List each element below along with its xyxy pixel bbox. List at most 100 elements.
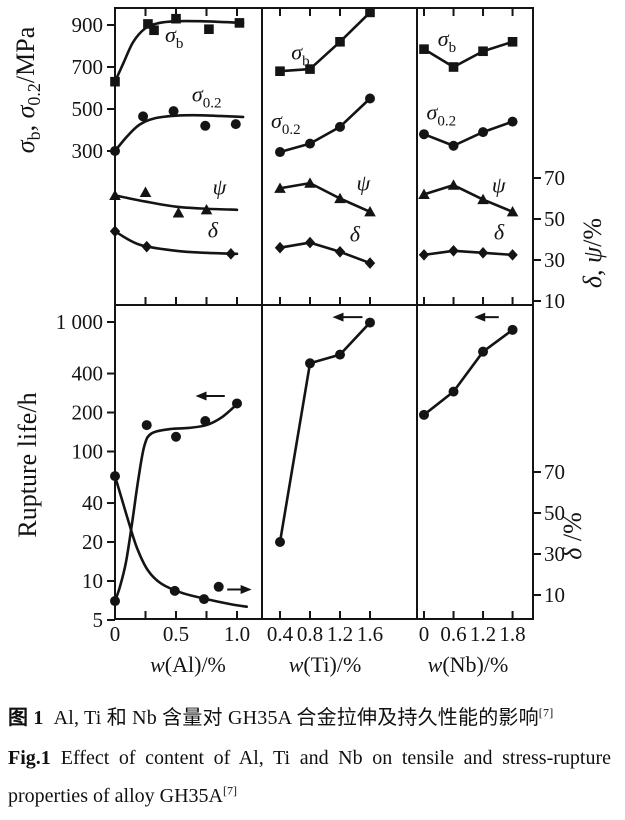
data-point-triangle (418, 188, 430, 199)
data-point-diamond (364, 257, 376, 269)
y-tick-label-elongation: 10 (544, 583, 565, 607)
series-line-ti-sigma-0-2 (278, 97, 372, 154)
series-line-nb-sigma-0-2 (422, 120, 514, 148)
series-line-al-delta (113, 230, 239, 256)
data-point-diamond (334, 246, 346, 258)
data-point-triangle (304, 177, 316, 188)
data-point-square (305, 64, 315, 74)
series-label-nb-sigma-b: σb (438, 26, 456, 56)
data-point-circle (200, 120, 211, 131)
x-tick-label-nb: 1.8 (499, 622, 525, 646)
y-tick-label-elongation: 50 (544, 501, 565, 525)
y-tick-label-rupture: 40 (82, 491, 103, 515)
data-point-square (419, 44, 429, 54)
plot-frame (114, 7, 534, 620)
axis-arrows (195, 312, 499, 594)
x-tick-label-ti: 0.8 (297, 622, 323, 646)
data-point-circle (232, 398, 242, 409)
data-point-circle (305, 358, 315, 369)
x-axis-title-nb: w(Nb)/% (428, 652, 509, 677)
data-point-circle (335, 349, 345, 360)
data-point-circle (110, 146, 120, 156)
data-point-square (204, 24, 214, 34)
data-point-circle (507, 116, 518, 127)
series-label-al-psi: ψ (213, 174, 227, 199)
data-point-square (275, 66, 285, 76)
series-nb-delta: δ (418, 220, 518, 261)
series-al-sigma-0-2: σ0.2 (110, 82, 245, 156)
series-line-al-psi (113, 194, 239, 212)
series-al-psi: ψ (109, 174, 239, 218)
series-al-sigma-b: σb (110, 13, 245, 87)
y-tick-label-elongation: 30 (544, 542, 565, 566)
y-axis-title-rupture-life: Rupture life/h (13, 392, 42, 537)
caption-line-zh: 图 1 Al, Ti 和 Nb 含量对 GH35A 合金拉伸及持久性能的影响[7] (8, 699, 611, 737)
caption-line-en: Fig.1 Effect of content of Al, Ti and Nb … (8, 739, 611, 815)
x-tick-label-ti: 0.4 (267, 622, 294, 646)
caption-zh-reference: [7] (538, 705, 554, 720)
series-ti-sigma-b: σb (275, 7, 375, 76)
series-label-ti-sigma-b: σb (291, 40, 309, 70)
x-tick-label-nb: 0 (419, 622, 430, 646)
data-point-circle (275, 147, 285, 158)
data-point-circle (335, 121, 345, 132)
data-point-circle (169, 585, 180, 596)
series-label-ti-sigma-0-2: σ0.2 (271, 108, 301, 138)
data-point-circle (365, 317, 375, 328)
series-line-ti-delta (278, 241, 372, 265)
data-point-circle (275, 537, 285, 548)
data-point-triangle (139, 186, 152, 197)
data-point-square (234, 18, 245, 28)
data-point-triangle (200, 203, 213, 215)
data-point-circle (138, 111, 149, 122)
caption-en-reference: [7] (222, 783, 237, 798)
data-point-circle (448, 386, 459, 397)
data-point-triangle (477, 193, 489, 205)
x-axis-title-al: w(Al)/% (150, 652, 226, 677)
y-tick-label-rupture: 5 (93, 608, 104, 632)
y-axis-title-elongation: δ /% (558, 512, 587, 559)
series-line-al-delta-stress-rupture (113, 474, 249, 608)
series-label-al-sigma-0-2: σ0.2 (192, 82, 222, 112)
data-point-circle (419, 409, 429, 420)
data-point-diamond (274, 241, 286, 254)
data-point-triangle (447, 179, 460, 190)
arrow-head (195, 391, 207, 401)
data-point-circle (110, 596, 120, 607)
data-point-circle (171, 431, 181, 442)
data-point-square (143, 19, 153, 29)
data-point-square (365, 7, 375, 18)
data-point-diamond (109, 225, 121, 238)
axes-frame (114, 7, 534, 620)
y-tick-label-rupture: 100 (72, 440, 104, 464)
caption-zh-text: Al, Ti 和 Nb 含量对 GH35A 合金拉伸及持久性能的影响 (53, 707, 539, 729)
x-tick-label-ti: 1.2 (327, 622, 353, 646)
data-point-circle (448, 140, 459, 151)
series-line-ti-sigma-b (278, 11, 372, 73)
series-label-al-delta: δ (208, 217, 219, 242)
series-label-ti-psi: ψ (357, 170, 371, 195)
x-axes: 0 0.5 1.0w(Al)/%0.4 0.8 1.2 1.6w(Ti)/%0 0.6 1.2… (110, 8, 526, 677)
y-tick-label-mpa: 300 (72, 139, 104, 163)
series-nb-sigma-b: σb (419, 26, 518, 72)
data-point-triangle (364, 206, 376, 217)
y-axis-title-ductility: δ, ψ/% (578, 218, 607, 288)
data-point-diamond (418, 249, 430, 261)
series-ti-delta: δ (274, 222, 376, 269)
series-label-nb-sigma-0-2: σ0.2 (426, 100, 456, 130)
series-ti-rupture-life (275, 317, 375, 548)
figure-caption: 图 1 Al, Ti 和 Nb 含量对 GH35A 合金拉伸及持久性能的影响[7]… (0, 695, 625, 815)
series-line-ti-rupture-life (278, 321, 372, 544)
figure-chart: 0 0.5 1.0w(Al)/%0.4 0.8 1.2 1.6w(Ti)/%0 0.6 1.2… (11, 7, 607, 677)
x-tick-label-al: 0 (110, 622, 121, 646)
data-point-diamond (141, 240, 152, 253)
data-point-circle (419, 129, 429, 140)
series-label-al-sigma-b: σb (165, 22, 183, 52)
series-line-nb-psi (422, 183, 514, 214)
data-point-circle (199, 594, 210, 605)
data-point-circle (141, 420, 152, 431)
data-point-square (448, 62, 459, 72)
y-tick-label-mpa: 900 (72, 13, 104, 37)
data-point-circle (200, 415, 211, 426)
data-point-circle (507, 324, 518, 335)
